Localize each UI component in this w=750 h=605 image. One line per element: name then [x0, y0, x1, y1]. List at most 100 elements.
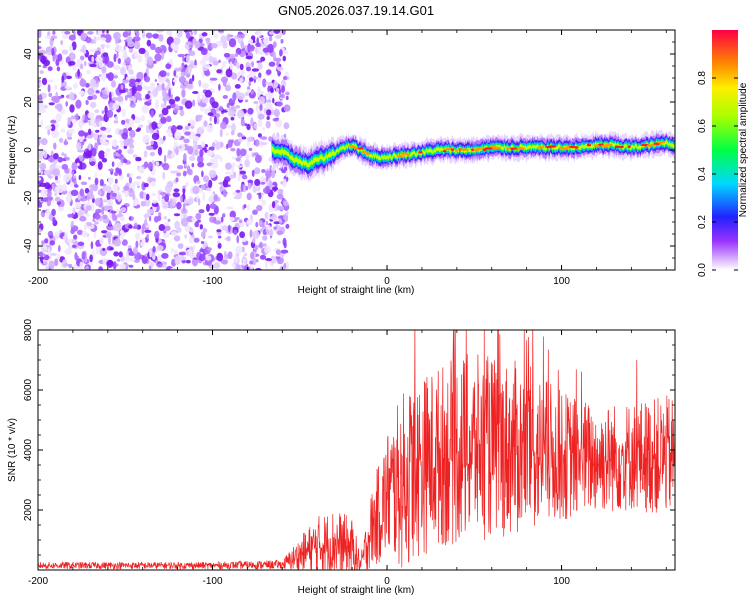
heatmap-noise-cell — [98, 150, 105, 160]
heatmap-noise-cell — [258, 220, 263, 225]
heatmap-noise-cell — [60, 40, 64, 46]
heatmap-noise-cell — [164, 97, 167, 107]
heatmap-noise-cell — [119, 216, 125, 222]
heatmap-noise-cell — [119, 263, 126, 270]
heatmap-noise-cell — [235, 264, 241, 270]
heatmap-noise-cell — [98, 120, 103, 128]
heatmap-noise-cell — [147, 90, 151, 94]
heatmap-noise-cell — [257, 133, 262, 138]
heatmap-noise-cell — [52, 54, 56, 62]
heatmap-noise-cell — [61, 164, 69, 170]
heatmap-noise-cell — [135, 156, 142, 161]
heatmap-noise-cell — [54, 231, 60, 240]
heatmap-noise-cell — [106, 185, 112, 194]
heatmap-noise-cell — [198, 253, 206, 262]
heatmap-noise-cell — [101, 94, 109, 100]
heatmap-noise-cell — [246, 66, 251, 72]
heatmap-noise-cell — [119, 230, 125, 235]
heatmap-noise-cell — [41, 77, 48, 86]
heatmap-noise-cell — [252, 257, 257, 266]
heatmap-noise-cell — [174, 131, 182, 140]
heatmap-noise-cell — [198, 79, 202, 87]
heatmap-noise-cell — [239, 77, 244, 83]
heatmap-noise-cell — [279, 49, 283, 57]
heatmap-noise-cell — [100, 44, 106, 48]
heatmap-noise-cell — [269, 31, 275, 35]
heatmap-noise-cell — [47, 66, 53, 72]
heatmap-noise-cell — [257, 45, 265, 56]
heatmap-noise-cell — [68, 34, 76, 41]
heatmap-noise-cell — [89, 254, 93, 263]
heatmap-peak-cell — [575, 146, 579, 149]
heatmap-noise-cell — [266, 91, 274, 99]
heatmap-noise-cell — [43, 261, 48, 265]
heatmap-noise-cell — [202, 147, 207, 151]
heatmap-peak-cell — [477, 147, 484, 150]
colorbar-tick-label: 0.4 — [697, 167, 708, 181]
heatmap-peak-cell — [614, 145, 620, 148]
heatmap-noise-cell — [150, 109, 155, 118]
heatmap-noise-cell — [195, 114, 203, 118]
heatmap-noise-cell — [220, 259, 229, 265]
heatmap-noise-cell — [56, 200, 62, 206]
heatmap-noise-cell — [93, 36, 97, 45]
heatmap-noise-cell — [58, 245, 61, 252]
heatmap-noise-cell — [116, 95, 124, 102]
heatmap-noise-cell — [161, 50, 165, 60]
heatmap-noise-cell — [83, 60, 87, 67]
heatmap-noise-cell — [56, 66, 61, 72]
heatmap-noise-cell — [197, 180, 201, 184]
heatmap-noise-cell — [182, 56, 185, 62]
heatmap-noise-cell — [206, 124, 214, 133]
heatmap-noise-cell — [180, 195, 184, 203]
heatmap-noise-cell — [100, 126, 107, 131]
heatmap-noise-cell — [277, 240, 282, 244]
heatmap-noise-cell — [127, 189, 135, 197]
heatmap-noise-cell — [129, 172, 133, 178]
heatmap-noise-cell — [38, 177, 42, 181]
heatmap-noise-cell — [264, 245, 271, 254]
heatmap-noise-cell — [156, 245, 164, 251]
heatmap-noise-cell — [162, 233, 170, 239]
heatmap-noise-cell — [142, 134, 150, 144]
heatmap-noise-cell — [49, 37, 54, 47]
heatmap-noise-cell — [56, 103, 63, 112]
heatmap-noise-cell — [206, 203, 210, 212]
heatmap-noise-cell — [246, 218, 253, 226]
heatmap-noise-cell — [201, 125, 205, 130]
heatmap-noise-cell — [148, 215, 152, 222]
heatmap-noise-cell — [143, 182, 149, 188]
heatmap-noise-cell — [242, 262, 247, 266]
heatmap-noise-cell — [138, 97, 143, 101]
heatmap-noise-cell — [161, 88, 167, 98]
y-tick-label: 4000 — [23, 438, 34, 461]
heatmap-noise-cell — [205, 255, 212, 261]
heatmap-noise-cell — [88, 193, 95, 200]
heatmap-noise-cell — [110, 210, 117, 214]
heatmap-noise-cell — [229, 99, 235, 104]
heatmap-noise-cell — [228, 110, 236, 117]
heatmap-noise-cell — [143, 75, 151, 83]
heatmap-noise-cell — [253, 76, 258, 80]
heatmap-noise-cell — [47, 169, 51, 174]
heatmap-noise-cell — [38, 164, 41, 168]
heatmap-peak-cell — [586, 143, 592, 147]
heatmap-noise-cell — [128, 245, 132, 249]
heatmap-noise-cell — [83, 138, 87, 142]
heatmap-noise-cell — [152, 33, 160, 39]
heatmap-noise-cell — [208, 179, 213, 189]
heatmap-noise-cell — [79, 261, 84, 270]
heatmap-noise-cell — [167, 149, 172, 156]
heatmap-noise-cell — [258, 192, 262, 199]
heatmap-noise-cell — [157, 254, 163, 264]
heatmap-noise-cell — [72, 207, 76, 215]
heatmap-noise-cell — [257, 119, 263, 128]
heatmap-noise-cell — [252, 185, 257, 193]
heatmap-noise-cell — [239, 170, 246, 175]
heatmap-noise-cell — [184, 234, 187, 239]
heatmap-noise-cell — [176, 172, 182, 177]
heatmap-noise-cell — [156, 30, 164, 33]
heatmap-noise-cell — [169, 204, 174, 209]
